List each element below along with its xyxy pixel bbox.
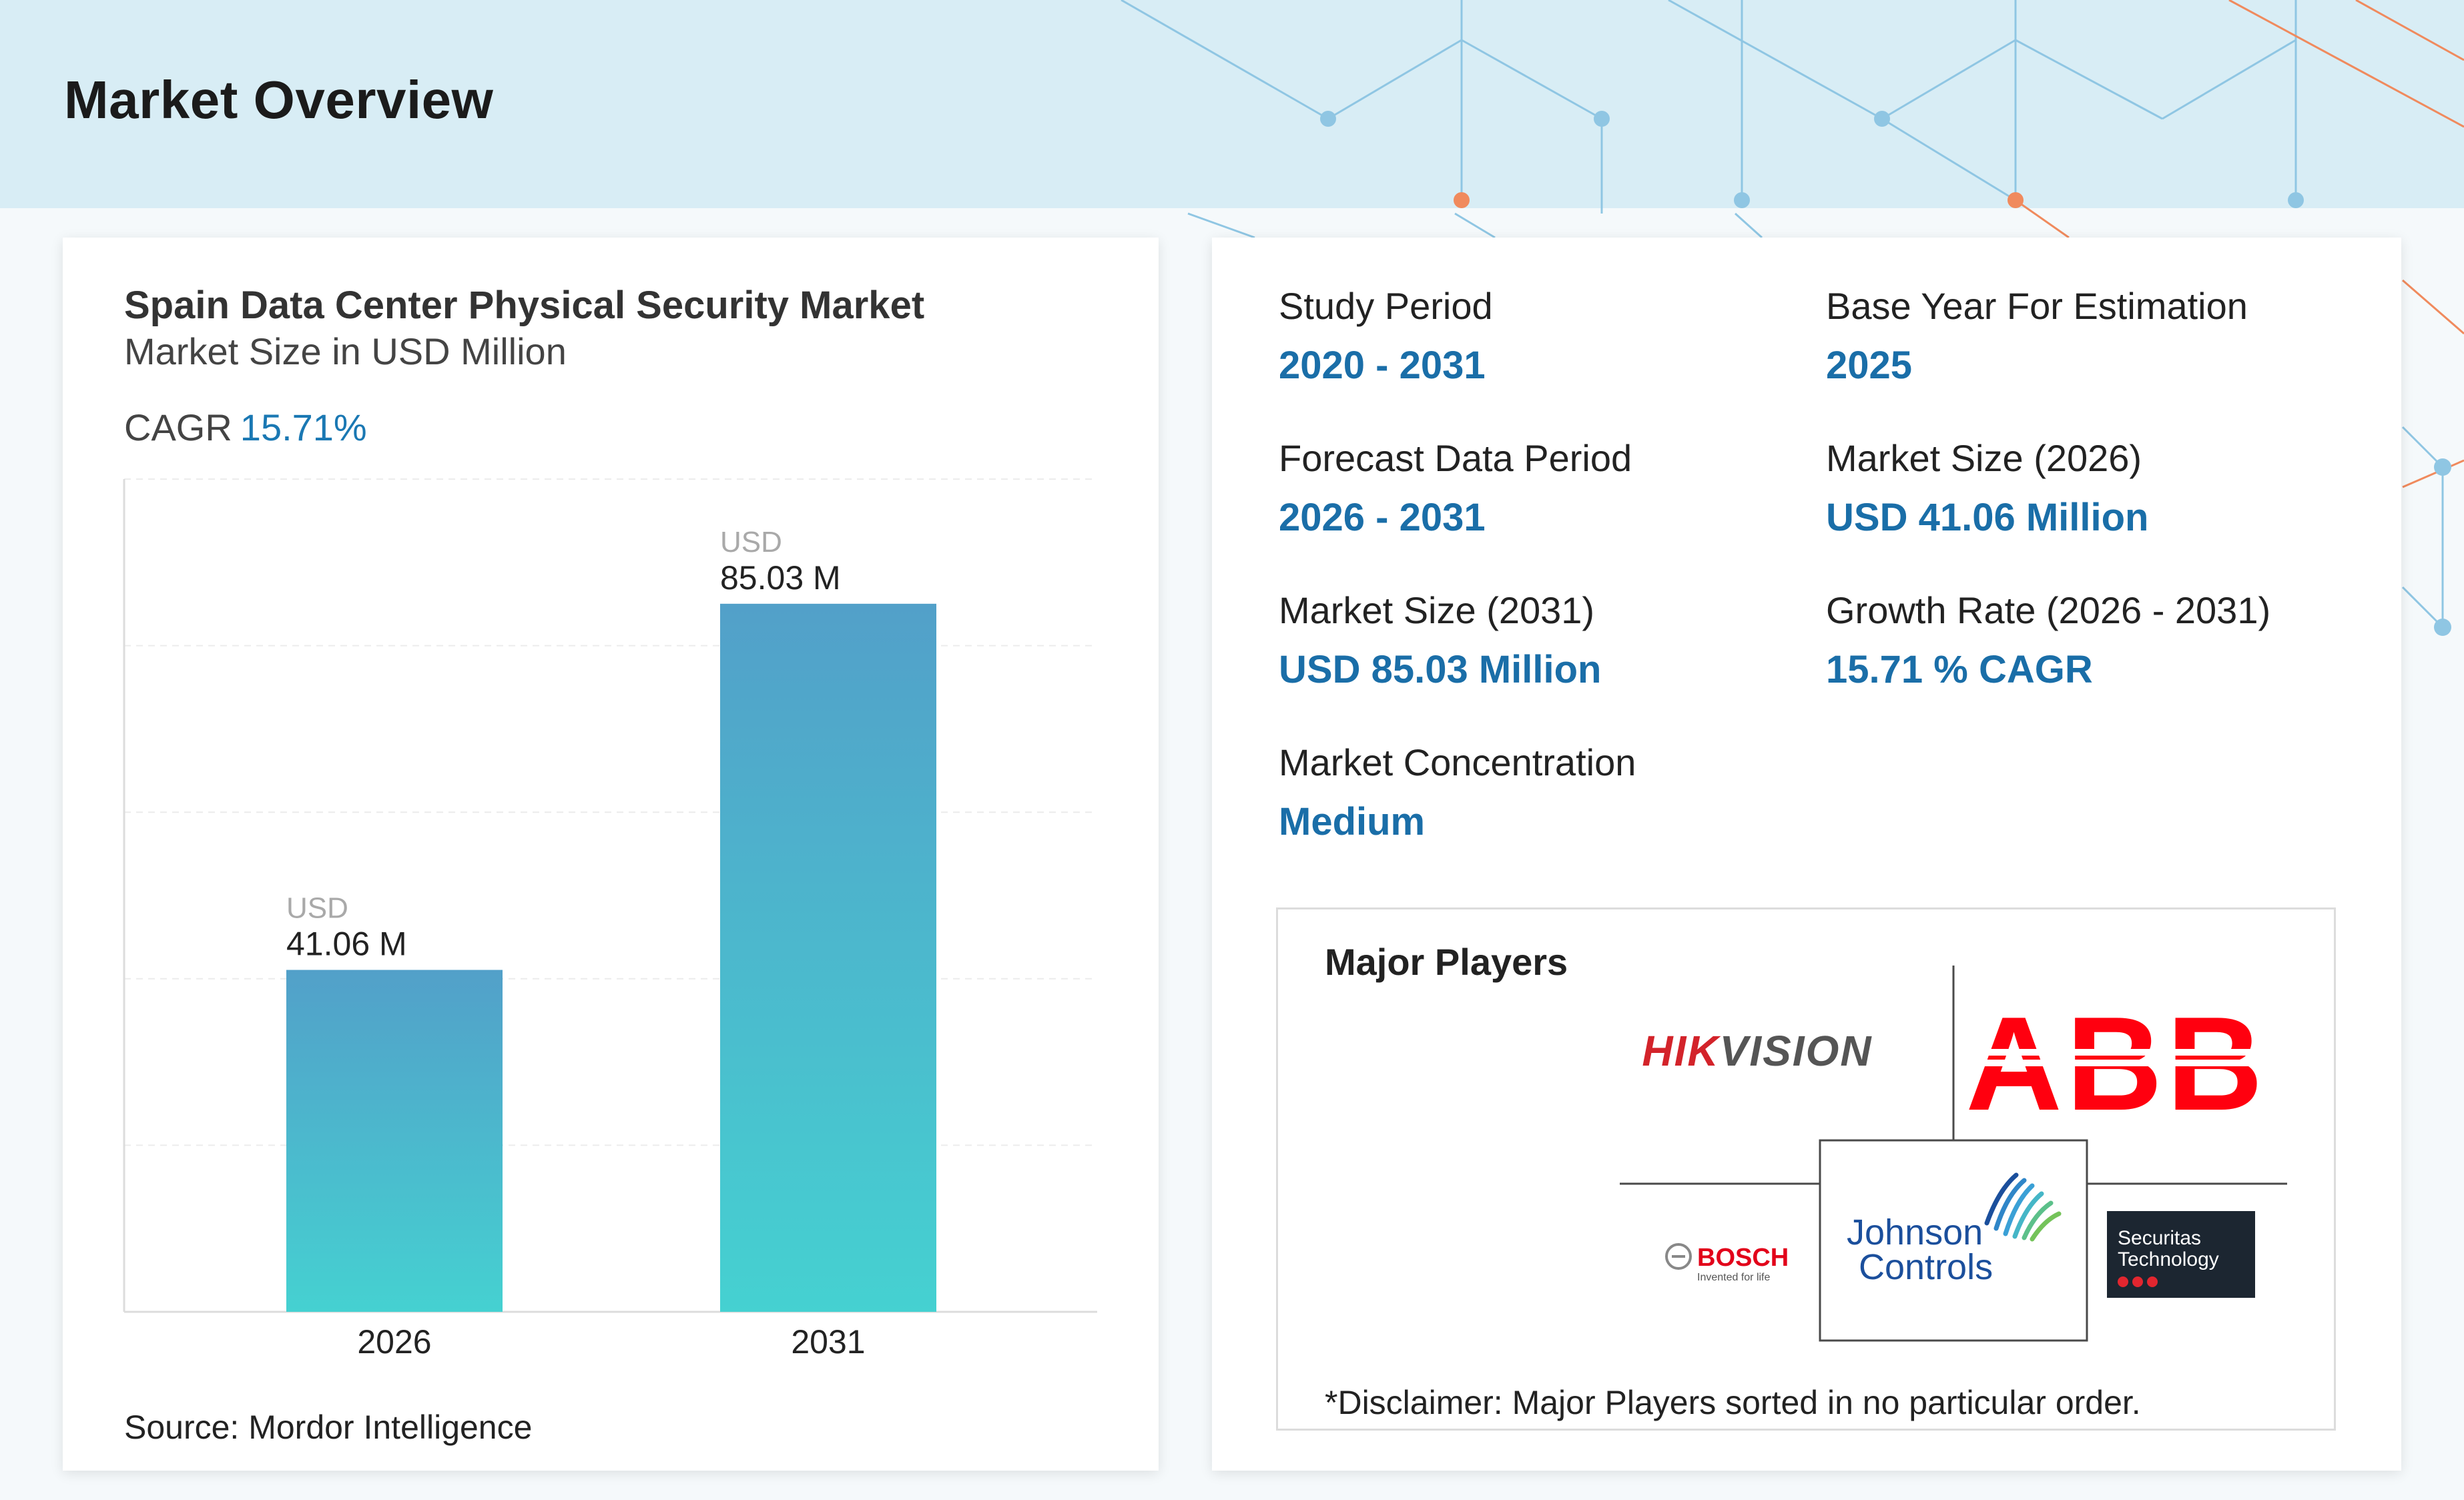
source-note: Source: Mordor Intelligence [124, 1409, 533, 1446]
bosch-logo: BOSCH Invented for life [1665, 1243, 1789, 1283]
bar-value-prefix-2031: USD [720, 526, 782, 558]
johnson-text-line2: Controls [1859, 1247, 1993, 1287]
bar-2031 [720, 603, 936, 1312]
base-year-value: 2025 [1826, 344, 1913, 387]
johnson-text-line1: Johnson [1847, 1212, 1983, 1252]
market-concentration-value: Medium [1279, 800, 1426, 843]
cagr-row: CAGR 15.71% [124, 406, 367, 449]
securitas-text-line2: Technology [2118, 1248, 2219, 1270]
abb-logo: ABB [1965, 990, 2262, 1138]
bosch-armature-icon [1665, 1243, 1692, 1270]
market-size-2031-value: USD 85.03 Million [1279, 648, 1602, 691]
forecast-period-label: Forecast Data Period [1279, 437, 1632, 479]
chart-subtitle: Market Size in USD Million [124, 330, 567, 372]
market-stats-card: Study Period 2020 - 2031 Base Year For E… [1212, 238, 2401, 1471]
forecast-period-value: 2026 - 2031 [1279, 496, 1486, 539]
x-tick-label-2026: 2026 [357, 1323, 431, 1361]
major-players-title: Major Players [1325, 941, 1568, 983]
market-size-2031-label: Market Size (2031) [1279, 589, 1595, 631]
bar-value-label-2026: 41.06 M [286, 925, 407, 963]
major-players-box: Major Players HIKVISION ABB [1276, 907, 2336, 1431]
cagr-label: CAGR [124, 406, 232, 448]
study-period-label: Study Period [1279, 285, 1493, 327]
page-title: Market Overview [64, 70, 494, 129]
securitas-technology-logo: Securitas Technology [2107, 1211, 2255, 1298]
market-size-2026-value: USD 41.06 Million [1826, 496, 2149, 539]
bar-value-label-2031: 85.03 M [720, 559, 841, 597]
cagr-value: 15.71% [240, 406, 367, 448]
x-tick-label-2031: 2031 [791, 1323, 865, 1361]
base-year-label: Base Year For Estimation [1826, 285, 2248, 327]
bosch-tagline: Invented for life [1697, 1272, 1771, 1283]
securitas-text-line1: Securitas [2118, 1227, 2201, 1249]
study-period-value: 2020 - 2031 [1279, 344, 1486, 387]
players-disclaimer: *Disclaimer: Major Players sorted in no … [1325, 1384, 2141, 1421]
hikvision-logo-text-vision: VISION [1720, 1027, 1873, 1075]
bar-2026 [286, 970, 503, 1312]
johnson-controls-swirl-icon [1984, 1172, 2062, 1242]
svg-text:HIKVISION: HIKVISION [1642, 1027, 1872, 1075]
players-logo-grid: HIKVISION ABB BOSCH Invented for life Jo… [1620, 966, 2287, 1342]
bar-value-prefix-2026: USD [286, 892, 348, 925]
market-concentration-label: Market Concentration [1279, 741, 1636, 783]
growth-rate-value: 15.71 % CAGR [1826, 648, 2093, 691]
hikvision-logo: HIKVISION [1642, 1027, 1872, 1075]
bosch-logo-text: BOSCH [1697, 1244, 1789, 1272]
growth-rate-label: Growth Rate (2026 - 2031) [1826, 589, 2271, 631]
chart-title: Spain Data Center Physical Security Mark… [124, 284, 925, 327]
market-size-chart-card: Spain Data Center Physical Security Mark… [63, 238, 1159, 1471]
market-size-2026-label: Market Size (2026) [1826, 437, 2142, 479]
johnson-controls-logo: Johnson Controls [1847, 1172, 2062, 1287]
